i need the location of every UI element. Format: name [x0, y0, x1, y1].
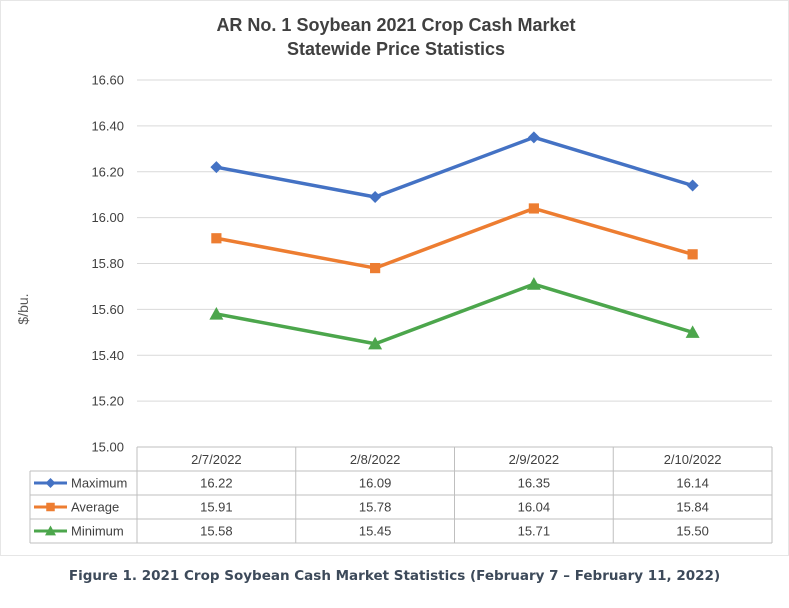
chart-title-line-2: Statewide Price Statistics [287, 39, 505, 59]
y-tick-label: 15.20 [91, 394, 124, 409]
table-cell-value: 16.09 [359, 476, 392, 491]
table-cell-value: 15.71 [518, 524, 551, 539]
data-point [528, 203, 539, 214]
data-point [686, 179, 699, 192]
legend-label: Average [71, 500, 119, 515]
table-cell-value: 16.14 [676, 476, 709, 491]
legend-label: Minimum [71, 524, 124, 539]
table-cell-value: 15.84 [676, 500, 709, 515]
data-point [685, 325, 700, 338]
table-cell-value: 16.04 [518, 500, 551, 515]
series-lines [209, 131, 700, 350]
category-label: 2/10/2022 [664, 452, 722, 467]
data-point [210, 161, 223, 174]
category-label: 2/9/2022 [509, 452, 560, 467]
y-tick-label: 15.60 [91, 302, 124, 317]
chart-title-line-1: AR No. 1 Soybean 2021 Crop Cash Market [216, 15, 575, 35]
figure-caption: Figure 1. 2021 Crop Soybean Cash Market … [68, 568, 721, 584]
y-tick-label: 15.80 [91, 256, 124, 271]
data-point [368, 336, 383, 350]
table-cell-value: 15.45 [359, 524, 392, 539]
legend-label: Maximum [71, 476, 127, 491]
table-cell-value: 16.35 [518, 476, 551, 491]
data-point [45, 478, 56, 488]
series-line-maximum [216, 135, 694, 199]
table-cell-value: 15.50 [676, 524, 709, 539]
table-cell-value: 15.91 [200, 500, 233, 515]
category-label: 2/7/2022 [191, 452, 242, 467]
data-point [370, 262, 381, 274]
y-tick-label: 16.00 [91, 210, 124, 225]
y-axis-ticks: 15.00 15.20 15.40 15.60 15.80 16.00 16.20 16.40… [91, 73, 124, 455]
data-point [209, 306, 224, 320]
data-point [687, 249, 698, 260]
data-point [526, 277, 541, 290]
y-tick-label: 16.20 [91, 164, 124, 179]
data-point [369, 190, 382, 203]
data-point [527, 131, 540, 144]
chart: AR No. 1 Soybean 2021 Crop Cash Market S… [15, 15, 773, 544]
table-cell-value: 15.58 [200, 524, 233, 539]
series-line-average [216, 206, 694, 270]
table-cell-value: 16.22 [200, 476, 233, 491]
data-point [46, 502, 55, 512]
data-point [45, 525, 56, 536]
y-axis-label: $/bu. [15, 293, 31, 324]
chart-frame: AR No. 1 Soybean 2021 Crop Cash Market S… [0, 0, 789, 556]
series-line-minimum [216, 282, 694, 346]
table-cell-value: 15.78 [359, 500, 392, 515]
data-point [211, 233, 222, 244]
y-tick-label: 15.00 [91, 440, 124, 455]
y-tick-label: 15.40 [91, 348, 124, 363]
y-tick-label: 16.40 [91, 118, 124, 133]
category-label: 2/8/2022 [350, 452, 401, 467]
y-tick-label: 16.60 [91, 73, 124, 88]
data-table: 2/7/2022 2/8/2022 2/9/2022 2/10/2022 Maximum… [29, 446, 773, 544]
